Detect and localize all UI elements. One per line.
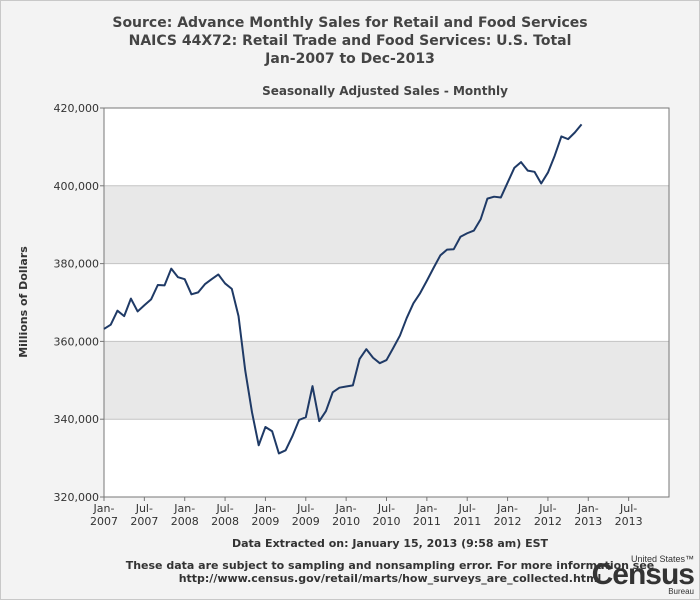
y-tick-label: 420,000	[54, 102, 100, 115]
y-tick-label: 340,000	[54, 413, 100, 426]
x-tick-label: Jan-2010	[332, 502, 360, 528]
x-tick-label: Jul-2011	[453, 502, 481, 528]
series-line	[103, 123, 583, 455]
title-line-2: NAICS 44X72: Retail Trade and Food Servi…	[128, 33, 572, 49]
grid-band	[104, 341, 669, 420]
y-tick-label: 360,000	[54, 335, 100, 348]
footnote-url: http://www.census.gov/retail/marts/how_s…	[178, 572, 602, 585]
grid-band	[104, 185, 669, 264]
x-tick-label: Jan-2013	[574, 502, 602, 528]
grid-bands	[104, 108, 669, 497]
x-tick-label: Jan-2012	[494, 502, 522, 528]
census-bureau-logo: United States™ Census Bureau	[592, 554, 695, 596]
logo-bottom-text: Bureau	[668, 587, 694, 596]
x-tick-label: Jul-2007	[130, 502, 158, 528]
data-extracted-note: Data Extracted on: January 15, 2013 (9:5…	[231, 537, 549, 550]
x-tick-label: Jul-2012	[534, 502, 562, 528]
y-tick-label: 400,000	[54, 180, 100, 193]
title-line-1: Source: Advance Monthly Sales for Retail…	[112, 15, 588, 31]
x-tick-label: Jan-2007	[90, 502, 118, 528]
x-tick-label: Jul-2013	[615, 502, 643, 528]
x-axis: Jan-2007 Jul-2007 Jan-2008 Jul-2008 Jan-2009…	[90, 497, 643, 528]
y-tick-label: 380,000	[54, 258, 100, 271]
x-tick-label: Jul-2009	[292, 502, 320, 528]
y-axis: 320,000 340,000 360,000 380,000 400,000 420,0…	[54, 102, 104, 504]
y-axis-label: Millions of Dollars	[17, 246, 30, 358]
logo-main-text: Census	[591, 558, 695, 591]
plot-background	[104, 108, 669, 497]
x-tick-label: Jul-2008	[211, 502, 239, 528]
x-tick-label: Jan-2011	[413, 502, 441, 528]
x-tick-label: Jul-2010	[373, 502, 401, 528]
title-line-3: Jan-2007 to Dec-2013	[265, 51, 435, 67]
x-tick-label: Jan-2008	[171, 502, 199, 528]
x-tick-label: Jan-2009	[251, 502, 279, 528]
logo-top-text: United States™	[630, 554, 694, 564]
y-tick-label: 320,000	[54, 491, 100, 504]
chart-subtitle: Seasonally Adjusted Sales - Monthly	[262, 84, 508, 98]
footnote-line-1: These data are subject to sampling and n…	[125, 559, 655, 572]
